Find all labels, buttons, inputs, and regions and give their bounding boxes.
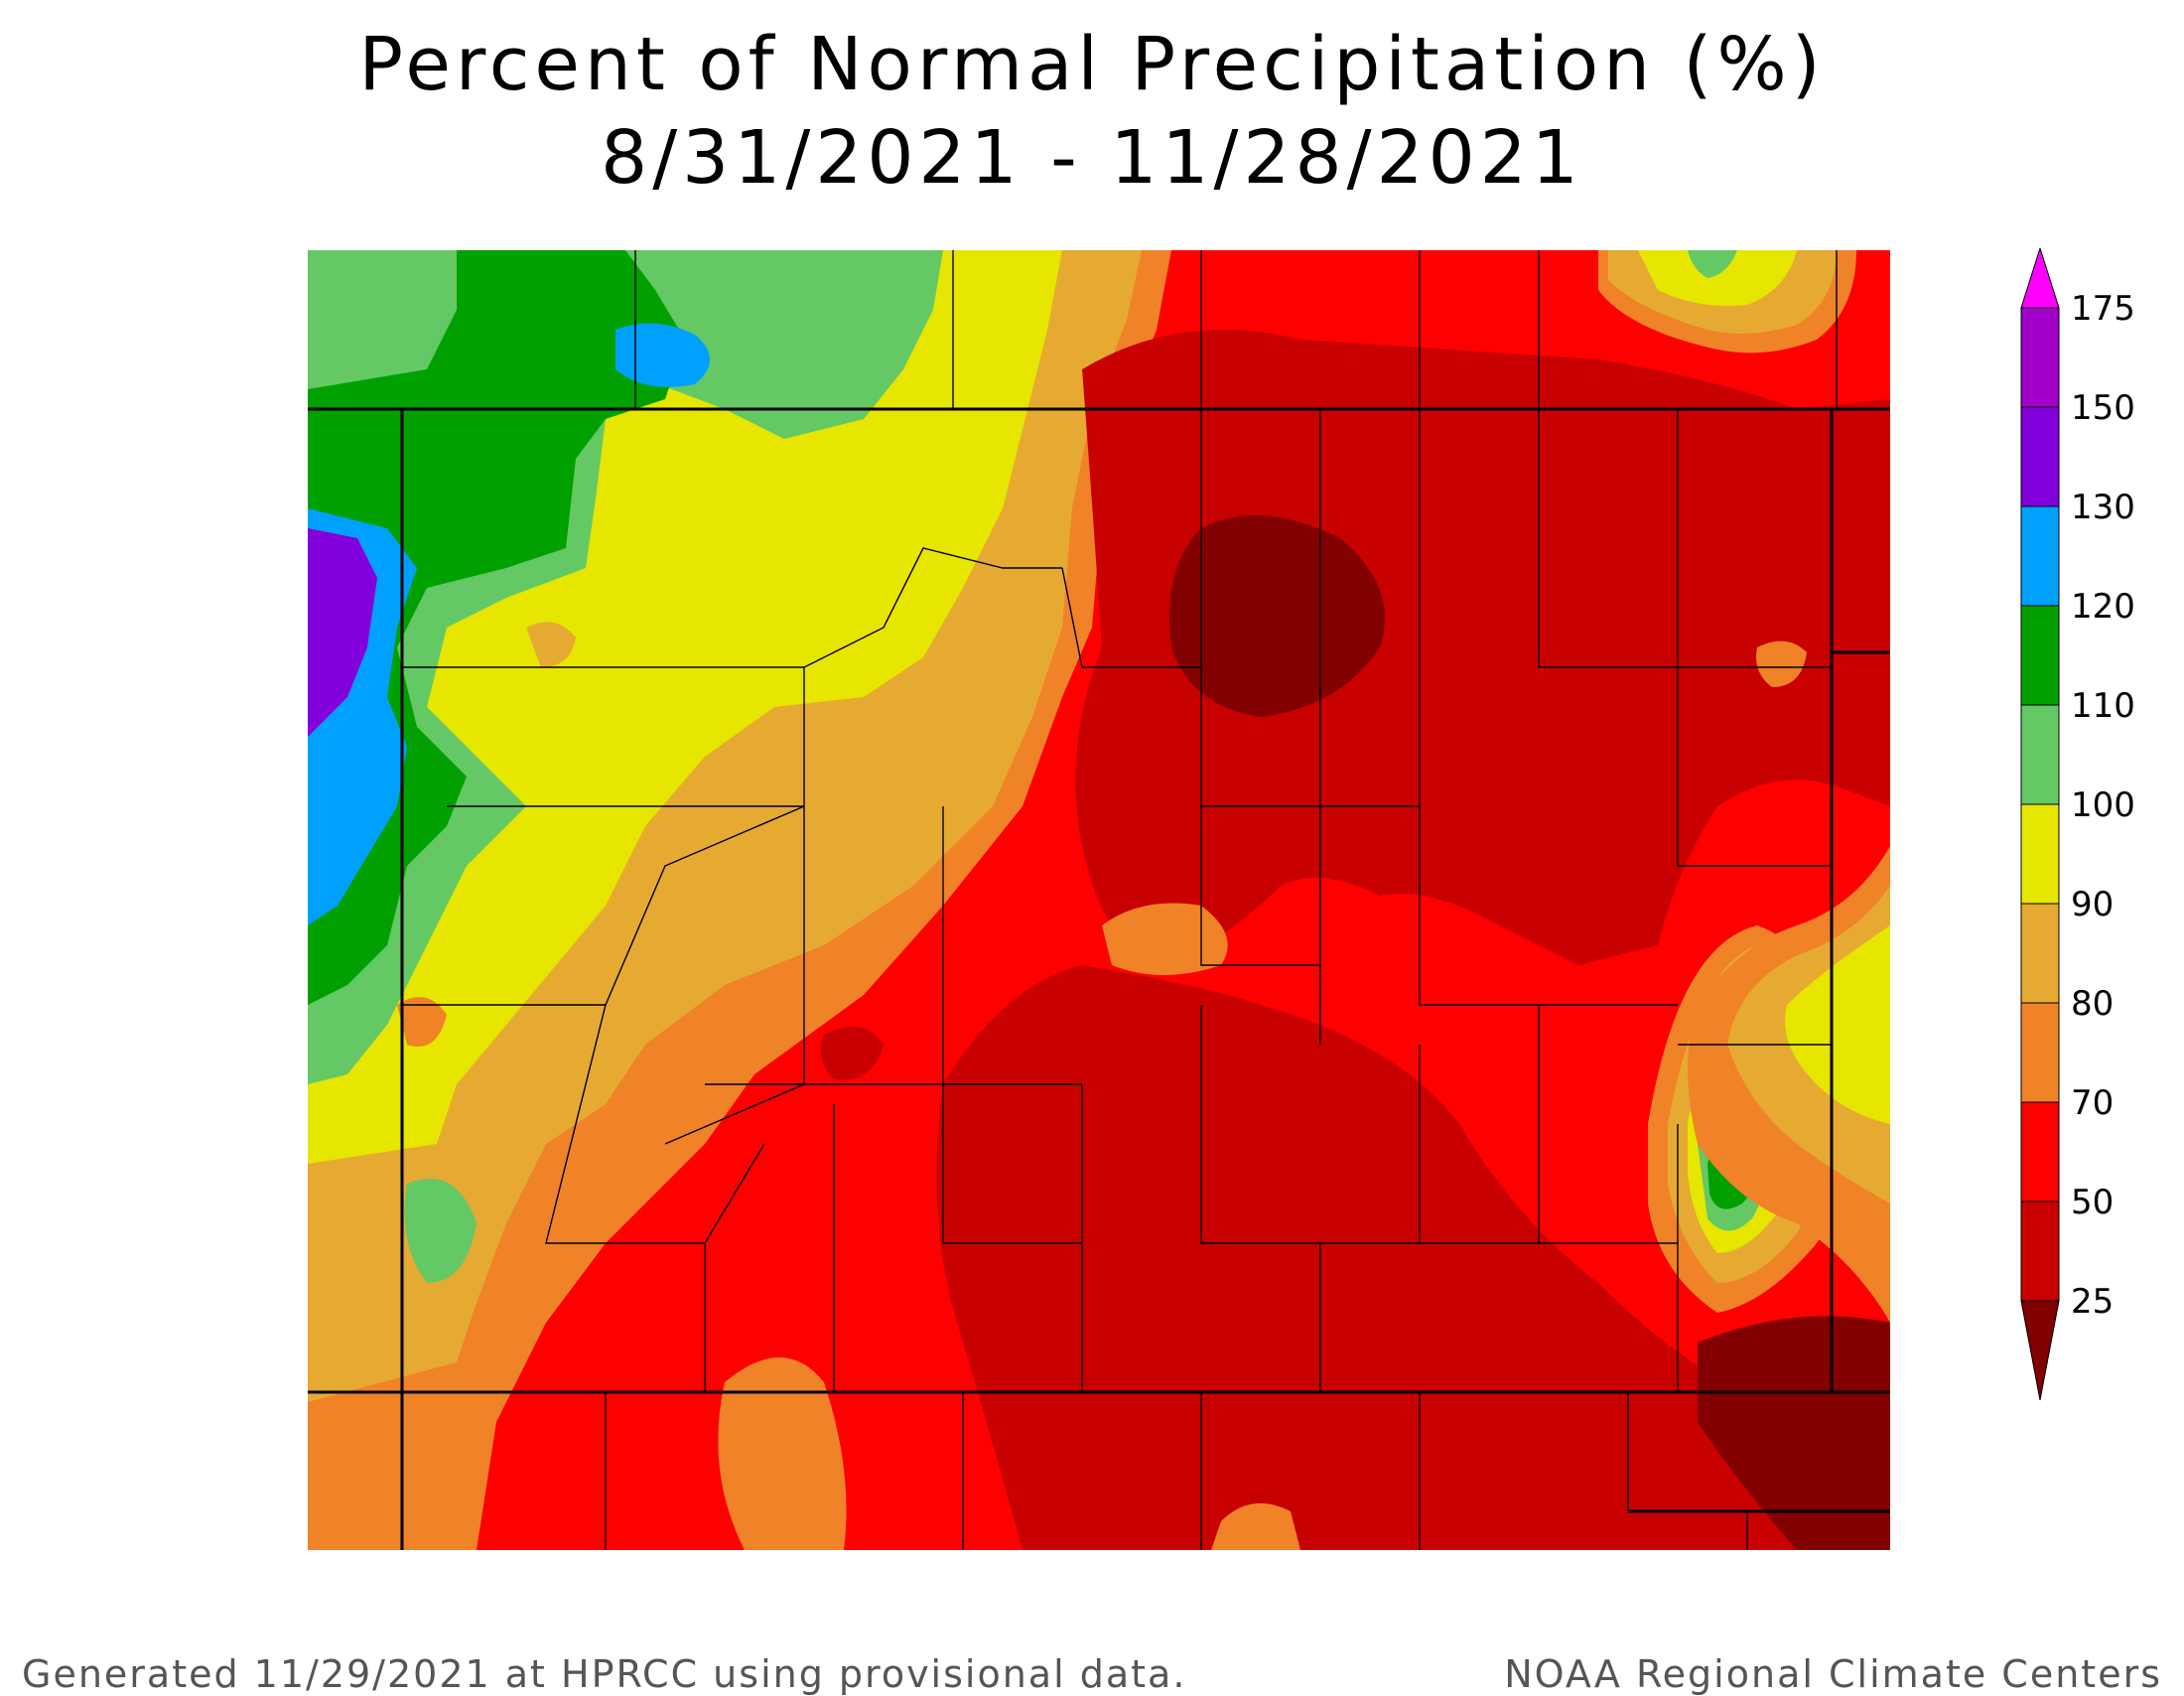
legend-tick-label: 50 xyxy=(2071,1183,2114,1222)
contour-120-130-nw-spot xyxy=(615,323,710,387)
contour-0-25-north xyxy=(1169,515,1385,717)
legend-tick-label: 175 xyxy=(2071,289,2135,329)
legend-swatch xyxy=(2020,307,2060,408)
contour-100-110-sw xyxy=(404,1179,477,1283)
source-credit: NOAA Regional Climate Centers xyxy=(1504,1652,2162,1696)
contour-130-150-west xyxy=(308,528,377,737)
legend-tick-label: 80 xyxy=(2071,984,2114,1024)
precip-contours xyxy=(308,250,1890,1550)
contour-25-50-sw-spot xyxy=(820,1027,884,1080)
contour-0-25-southeast xyxy=(1698,1316,1890,1550)
legend-swatch xyxy=(2020,605,2060,706)
legend-arrow-bottom xyxy=(2020,1300,2060,1401)
legend-tick-label: 25 xyxy=(2071,1282,2114,1322)
legend-swatch xyxy=(2020,903,2060,1004)
legend-swatch xyxy=(2020,406,2060,507)
legend-swatch xyxy=(2020,1101,2060,1202)
contour-70-80-spot-e xyxy=(1756,640,1807,687)
color-legend: 175 150 130 120 110 100 90 80 70 50 25 xyxy=(2015,246,2184,1460)
precipitation-map xyxy=(308,250,1890,1550)
legend-tick-label: 100 xyxy=(2071,785,2135,825)
legend-tick-label: 90 xyxy=(2071,885,2114,924)
legend-swatch xyxy=(2020,1002,2060,1103)
legend-tick-label: 120 xyxy=(2071,587,2135,627)
contour-80-90-nw-spot xyxy=(526,622,576,667)
contour-70-80-sw-spot xyxy=(397,997,447,1047)
contour-25-50-south xyxy=(936,965,1890,1550)
legend-tick-label: 130 xyxy=(2071,488,2135,527)
boundary-lines xyxy=(308,250,1890,1550)
legend-swatch xyxy=(2020,704,2060,805)
legend-tick-label: 150 xyxy=(2071,388,2135,428)
map-date-range: 8/31/2021 - 11/28/2021 xyxy=(601,115,1583,201)
county-lines xyxy=(401,250,1838,1550)
legend-arrow-top xyxy=(2020,246,2060,309)
legend-tick-label: 70 xyxy=(2071,1083,2114,1123)
contour-70-80-central xyxy=(1102,903,1228,975)
legend-colorbar: 175 150 130 120 110 100 90 80 70 50 25 xyxy=(2020,246,2135,1401)
contour-90-100-se xyxy=(1785,925,1890,1124)
legend-swatch xyxy=(2020,1201,2060,1302)
contour-90-100-ne xyxy=(1638,250,1797,306)
legend-swatch xyxy=(2020,803,2060,905)
contour-100-110-ne xyxy=(1688,250,1737,278)
legend-swatch xyxy=(2020,505,2060,607)
legend-tick-label: 110 xyxy=(2071,686,2135,726)
map-title: Percent of Normal Precipitation (%) xyxy=(358,22,1826,107)
contour-70-80-south-2 xyxy=(1211,1503,1300,1550)
contour-70-80-south xyxy=(718,1357,847,1550)
generated-note: Generated 11/29/2021 at HPRCC using prov… xyxy=(22,1652,1187,1696)
